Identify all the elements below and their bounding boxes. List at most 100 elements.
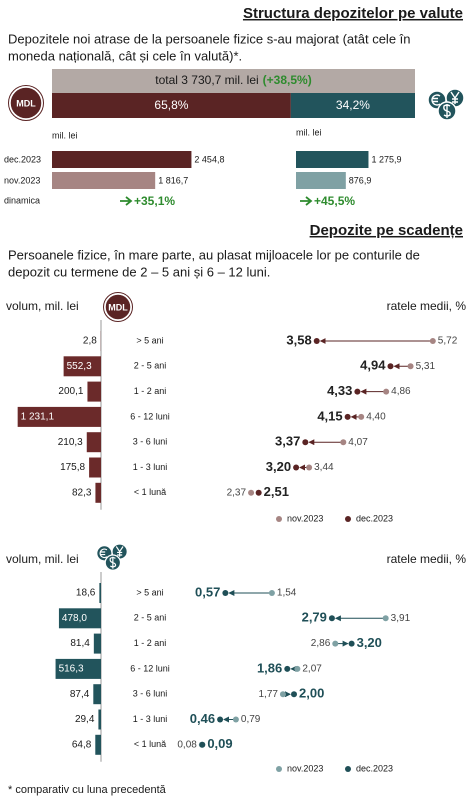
category-label: 6 - 12 luni [130,663,170,673]
volume-bar [17,406,101,427]
category-label: 2 - 5 ani [134,613,167,623]
legend-label: dec.2023 [356,513,393,523]
paragraph: moneda națională, cât și cele în valută)… [8,48,242,63]
rate-dot [382,615,389,622]
rate-dot [328,615,335,622]
arrow-icon [300,196,313,206]
rate-label: 0,46 [190,711,215,726]
rate-label: 2,07 [302,664,322,675]
volume-label: 200,1 [58,386,83,397]
volume-label: 64,8 [72,739,92,750]
volume-label: 81,4 [70,638,90,649]
rate-dot [383,388,390,395]
volume-label: 210,3 [58,437,83,448]
rate-dot [279,691,286,698]
rate-label: 2,79 [302,610,327,625]
legend-marker [345,766,351,772]
volume-bar [58,608,101,629]
share-segment [290,93,415,118]
volume-label: 516,3 [59,664,84,675]
category-label: 1 - 3 luni [133,462,168,472]
volume-header: volum, mil. lei [6,299,79,313]
rate-dot [268,590,275,596]
rate-label: 1,86 [257,660,282,675]
legend-label: nov.2023 [287,513,323,523]
paragraph: depozit cu termene de 2 – 5 ani și 6 – 1… [8,264,270,279]
total-label: total 3 730,7 mil. lei (+38,5%) [155,73,311,87]
paragraph: Persoanele fizice, în mare parte, au pla… [8,247,420,262]
rate-dot [199,741,206,748]
rate-label: 4,86 [391,386,411,397]
rate-dot [284,665,291,672]
category-label: 3 - 6 luni [133,437,168,447]
rate-dot [306,464,313,471]
rates-header: ratele medii, % [387,299,467,313]
volume-label: 2,8 [83,336,97,347]
category-label: < 1 lună [134,487,166,497]
currency-icon [96,543,128,571]
volume-label: 87,4 [70,689,90,700]
rate-dot [302,439,309,446]
badge-label: MDL [108,302,128,312]
total-bar [52,69,415,93]
rate-label: 0,79 [241,714,261,725]
category-label: dec.2023 [4,154,41,164]
arrow-icon [120,196,133,206]
rate-label: 0,09 [207,736,232,751]
category-label: 3 - 6 luni [133,689,168,699]
rate-label: 4,15 [317,408,342,423]
legend-marker [345,516,351,522]
section-title: Depozite pe scadențe [310,222,463,239]
rate-label: 4,94 [360,358,386,373]
rate-label: 2,86 [311,638,331,649]
volume-label: 175,8 [60,462,85,473]
volume-label: 552,3 [67,361,92,372]
volume-bar [89,457,101,478]
bar [52,172,156,189]
rate-label: 4,40 [366,412,386,423]
icon-dollar [443,104,451,118]
icon-euro [99,548,108,559]
rate-dot [248,489,255,496]
badge-ring [8,85,44,121]
footnote: * comparativ cu luna precedentă [8,784,167,796]
unit-label: mil. lei [52,130,78,140]
volume-label: 82,3 [72,487,92,498]
volume-bar [98,709,101,730]
volume-label: 478,0 [62,613,87,624]
bar [296,172,346,189]
volume-label: 29,4 [75,714,95,725]
rate-dot [429,338,436,344]
rate-label: 3,20 [357,635,382,650]
rate-label: 3,58 [286,332,311,347]
share-label: 65,8% [154,98,188,112]
rate-dot [294,665,301,672]
category-label: 2 - 5 ani [134,361,167,371]
rate-label: 4,33 [327,383,352,398]
total-value: total 3 730,7 mil. lei [155,73,258,87]
rate-dot [348,640,355,647]
volume-bar [87,381,101,402]
icon-yen [115,546,124,557]
bar [52,151,192,168]
volume-bar [93,684,101,705]
volume-bar [93,633,101,654]
total-change: (+38,5%) [263,73,312,87]
rate-label: 3,44 [314,462,334,473]
badge [9,86,43,120]
badge [104,293,132,321]
rate-dot [222,590,229,596]
rate-dot [344,413,351,420]
rate-dot [255,489,262,496]
rate-label: 1,77 [258,689,278,700]
volume-label: 18,6 [76,588,96,599]
rate-dot [340,439,347,446]
share-label: 34,2% [336,98,370,112]
currency-icon [427,88,465,121]
volume-bar [55,658,101,679]
rate-dot [358,413,365,420]
badge-label: MDL [16,98,36,108]
rate-label: 2,51 [264,484,289,499]
rate-dot [407,363,414,370]
value-label: 2 454,8 [194,154,224,164]
